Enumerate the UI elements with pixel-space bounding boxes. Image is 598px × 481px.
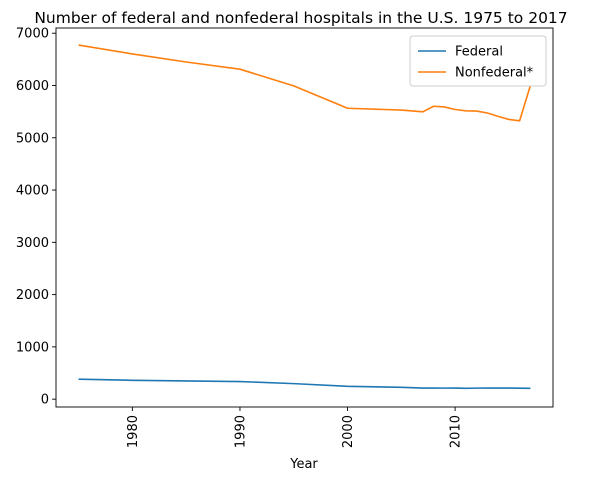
legend: Federal Nonfederal* [409,35,547,87]
y-tick-label: 5000 [16,131,49,146]
x-tick-label: 1980 [126,415,141,448]
x-axis-label: Year [289,457,318,472]
legend-box [409,35,547,87]
series-line-nonfederal [78,44,532,122]
y-tick-label: 2000 [16,288,49,303]
y-tick-label: 0 [41,393,49,408]
chart-title: Number of federal and nonfederal hospita… [34,9,567,27]
y-tick-label: 3000 [16,236,49,251]
axes-frame [55,27,554,408]
legend-label: Nonfederal* [455,66,534,81]
x-tick-label: 1990 [233,415,248,448]
y-tick-label: 1000 [16,340,49,355]
series-line-federal [78,378,531,390]
x-tick-label: 2010 [449,415,464,448]
legend-label: Federal [455,45,503,60]
y-axis: 0 1000 2000 3000 4000 5000 6000 7000 [16,27,56,408]
y-tick-label: 7000 [16,27,49,42]
y-tick-label: 4000 [16,184,49,199]
series-layer [78,44,532,390]
y-tick-label: 6000 [16,79,49,94]
x-tick-label: 2000 [341,415,356,448]
x-axis: 1980 1990 2000 2010 [126,407,464,448]
